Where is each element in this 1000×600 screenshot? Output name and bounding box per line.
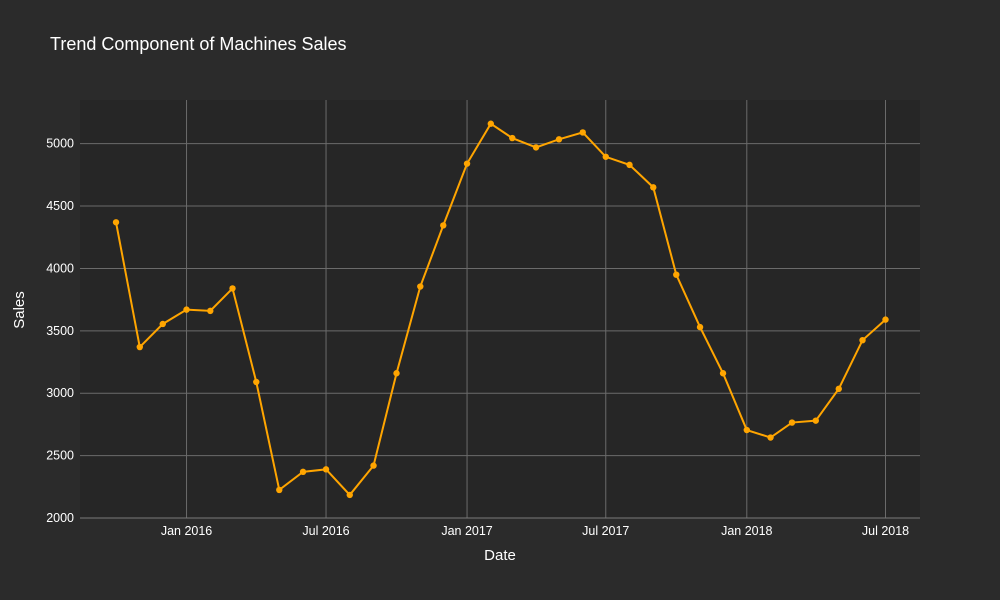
y-axis-title: Sales [11,291,28,329]
data-point[interactable] [719,370,727,377]
data-point[interactable] [788,419,796,426]
data-point[interactable] [743,426,750,434]
y-tick-label: 4500 [46,199,74,213]
data-point[interactable] [487,120,494,127]
x-tick-label: Jul 2016 [302,524,349,538]
data-point[interactable] [253,378,260,386]
data-point[interactable] [417,283,424,290]
data-point[interactable] [696,323,704,331]
data-point[interactable] [346,491,353,499]
y-tick-label: 2000 [46,511,74,525]
x-tick-label: Jan 2016 [161,524,212,538]
data-point[interactable] [673,271,680,278]
x-axis-title: Date [484,547,516,564]
x-tick-label: Jan 2017 [441,524,492,538]
y-tick-label: 4000 [46,261,74,275]
x-tick-label: Jul 2017 [582,524,629,538]
data-point[interactable] [299,468,307,476]
data-point[interactable] [555,136,563,143]
y-tick-label: 3500 [46,324,74,338]
data-point[interactable] [207,307,214,315]
chart-title: Trend Component of Machines Sales [50,34,347,54]
plot-area [80,100,920,518]
x-tick-label: Jul 2018 [862,524,909,538]
data-point[interactable] [229,285,236,292]
data-point[interactable] [393,370,400,377]
data-point[interactable] [370,462,377,469]
data-point[interactable] [835,385,842,393]
data-point[interactable] [440,222,447,229]
y-tick-label: 3000 [46,386,74,400]
axis-layer: 2000 2500 3000 3500 4000 4500 5000 Jan 2016 Jul … [46,137,920,538]
series-layer [112,120,889,499]
data-point[interactable] [602,153,609,160]
data-point[interactable] [136,343,143,351]
y-tick-label: 5000 [46,137,74,151]
data-point[interactable] [812,417,819,424]
data-point[interactable] [767,434,774,441]
data-point[interactable] [159,320,166,328]
data-point[interactable] [276,486,283,494]
data-point[interactable] [859,336,866,344]
data-point[interactable] [626,161,633,169]
data-point[interactable] [112,219,120,226]
data-point[interactable] [463,160,471,167]
data-point[interactable] [650,184,657,191]
series-line [115,122,887,497]
data-point[interactable] [509,134,516,142]
data-point[interactable] [882,316,889,323]
x-tick-label: Jan 2018 [721,524,772,538]
data-point[interactable] [183,306,190,313]
data-point[interactable] [322,466,330,473]
data-point[interactable] [532,144,540,151]
data-point[interactable] [579,129,586,136]
y-tick-label: 2500 [46,449,74,463]
